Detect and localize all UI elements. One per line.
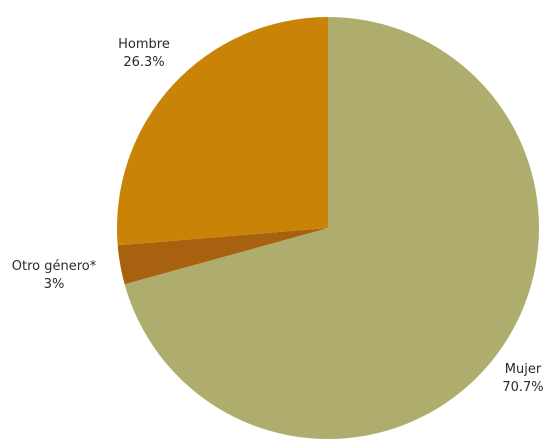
pie-slice-hombre [116, 17, 328, 246]
slice-label-mujer: Mujer 70.7% [490, 361, 555, 397]
slice-label-otro-genero-value: 3% [43, 277, 65, 292]
slice-label-mujer-name: Mujer [504, 362, 542, 377]
pie-slice-otro [117, 228, 328, 285]
slice-label-mujer-value: 70.7% [502, 380, 544, 395]
slice-label-otro-genero-name: Otro género* [11, 259, 97, 274]
slice-label-hombre-value: 26.3% [123, 55, 165, 70]
slice-label-hombre: Hombre 26.3% [102, 36, 186, 72]
slice-label-hombre-name: Hombre [118, 37, 170, 52]
pie-slice-mujer [124, 17, 539, 439]
slice-label-otro-genero: Otro género* 3% [4, 258, 104, 294]
